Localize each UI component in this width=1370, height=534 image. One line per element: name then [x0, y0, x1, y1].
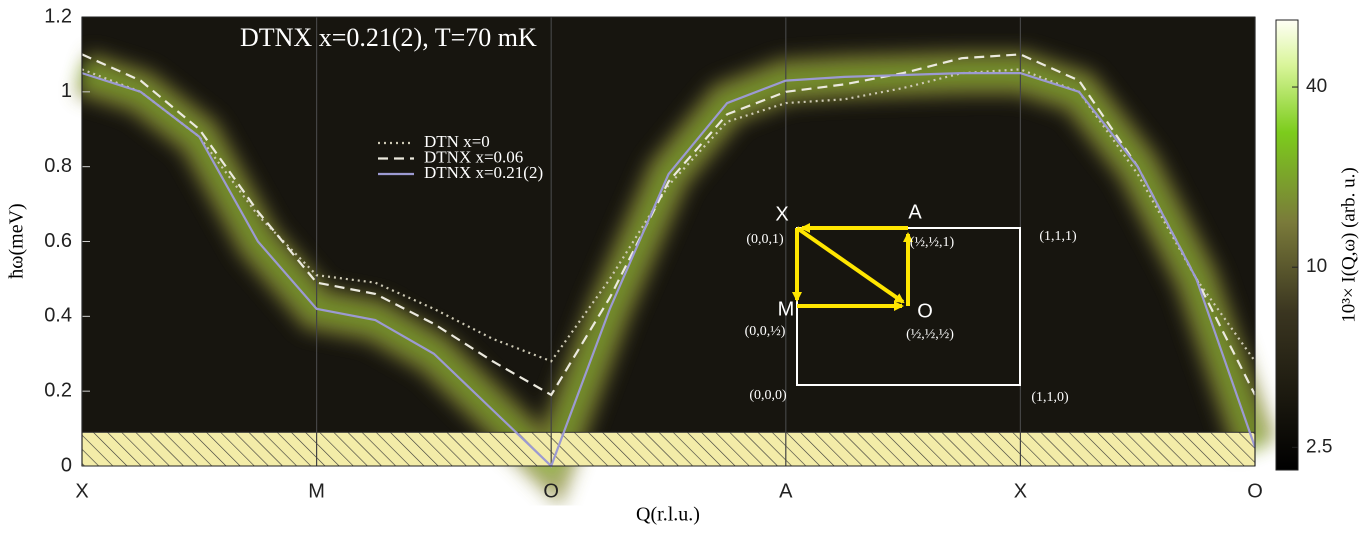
inset-arrows: [792, 223, 913, 311]
x-axis-label: Q(r.l.u.): [636, 504, 700, 526]
y-tick-label: 0.4: [44, 305, 72, 327]
axes-frame: [81, 16, 1256, 467]
y-axis-label: ħω(meV): [6, 203, 28, 278]
inset-coord-label: (0,0,½): [745, 324, 786, 339]
x-tick-label: X: [75, 480, 88, 502]
y-tick-label: 1.2: [44, 5, 72, 27]
inset-point-label: M: [778, 298, 795, 320]
legend-label: DTNX x=0.06: [424, 147, 523, 166]
legend-label: DTN x=0: [424, 132, 490, 151]
x-tick-label: A: [779, 480, 793, 502]
colorbar: [1275, 19, 1299, 471]
inset-point-label: O: [917, 300, 933, 322]
y-tick-label: 0: [61, 454, 72, 476]
inset-point-label: X: [775, 203, 788, 225]
y-tick-label: 1: [61, 80, 72, 102]
arrow: [795, 226, 905, 304]
colorbar-tick-label: 2.5: [1306, 436, 1332, 457]
inset: [792, 223, 1021, 386]
y-tick-label: 0.6: [44, 230, 72, 252]
x-tick-label: O: [1247, 480, 1263, 502]
inset-point-label: A: [908, 201, 922, 223]
legend-label: DTNX x=0.21(2): [424, 163, 543, 182]
y-tick-label: 0.2: [44, 379, 72, 401]
colorbar-tick-label: 10: [1306, 256, 1327, 277]
inset-coord-label: (0,0,1): [746, 232, 784, 247]
colorbar-tick-label: 40: [1306, 76, 1327, 97]
inset-corner-label: (0,0,0): [749, 388, 787, 403]
inset-corner-label: (1,1,0): [1031, 390, 1069, 405]
inset-coord-label: (½,½,1): [910, 235, 955, 250]
inset-coord-label: (½,½,½): [906, 327, 954, 342]
x-tick-label: M: [308, 480, 325, 502]
colorbar-label: 10³× I(Q,ω) (arb. u.): [1338, 167, 1359, 323]
hatched-region: [81, 431, 1256, 467]
inset-corner-label: (1,1,1): [1039, 229, 1077, 244]
x-tick-label: X: [1014, 480, 1027, 502]
y-tick-label: 0.8: [44, 155, 72, 177]
x-tick-label: O: [543, 480, 559, 502]
series-line: [81, 53, 1256, 397]
chart-title: DTNX x=0.21(2), T=70 mK: [240, 23, 537, 52]
series-line: [81, 72, 1257, 468]
